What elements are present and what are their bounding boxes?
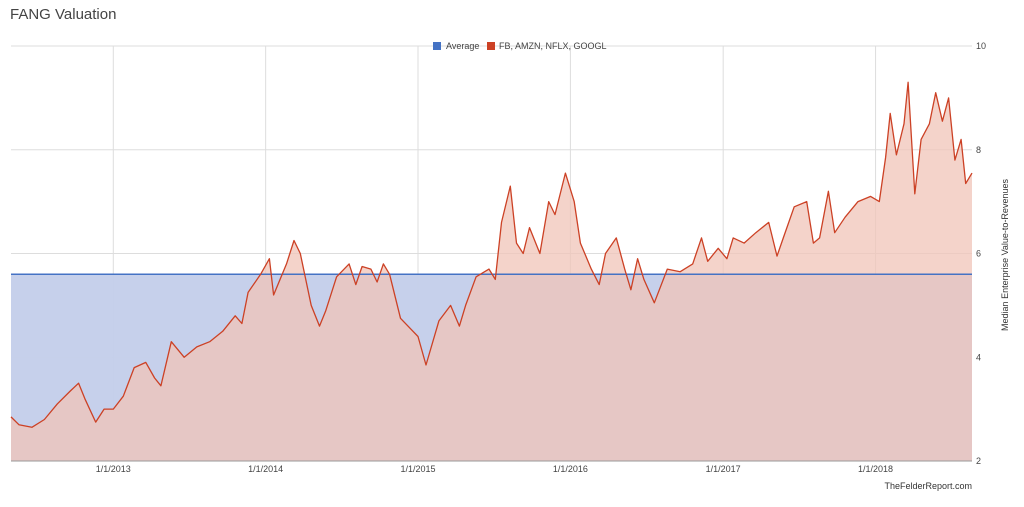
y-axis: 2 4 6 8 10 (976, 41, 986, 466)
legend-label-average: Average (446, 41, 479, 51)
y-axis-label: Median Enterprise Value-to-Revenues (1000, 179, 1010, 331)
y-tick-label: 2 (976, 456, 981, 466)
y-tick-label: 8 (976, 145, 981, 155)
x-tick-label: 1/1/2013 (96, 464, 131, 474)
fang-area (11, 82, 972, 462)
chart-title: FANG Valuation (10, 6, 117, 23)
x-tick-label: 1/1/2018 (858, 464, 893, 474)
x-tick-label: 1/1/2015 (401, 464, 436, 474)
x-tick-label: 1/1/2017 (706, 464, 741, 474)
legend-label-fang: FB, AMZN, NFLX, GOOGL (499, 41, 607, 51)
x-axis: 1/1/2013 1/1/2014 1/1/2015 1/1/2016 1/1/2017… (11, 460, 972, 474)
x-tick-label: 1/1/2014 (248, 464, 283, 474)
fang-series-line (10, 81, 973, 428)
legend: Average FB, AMZN, NFLX, GOOGL (433, 41, 607, 51)
plot-lines (10, 81, 973, 428)
x-tick-label: 1/1/2016 (553, 464, 588, 474)
y-tick-label: 4 (976, 352, 981, 362)
y-tick-label: 10 (976, 41, 986, 51)
legend-swatch-average (433, 42, 441, 50)
legend-swatch-fang (487, 42, 495, 50)
y-tick-label: 6 (976, 249, 981, 259)
plot-areas (11, 82, 972, 462)
source-credit: TheFelderReport.com (884, 481, 972, 491)
